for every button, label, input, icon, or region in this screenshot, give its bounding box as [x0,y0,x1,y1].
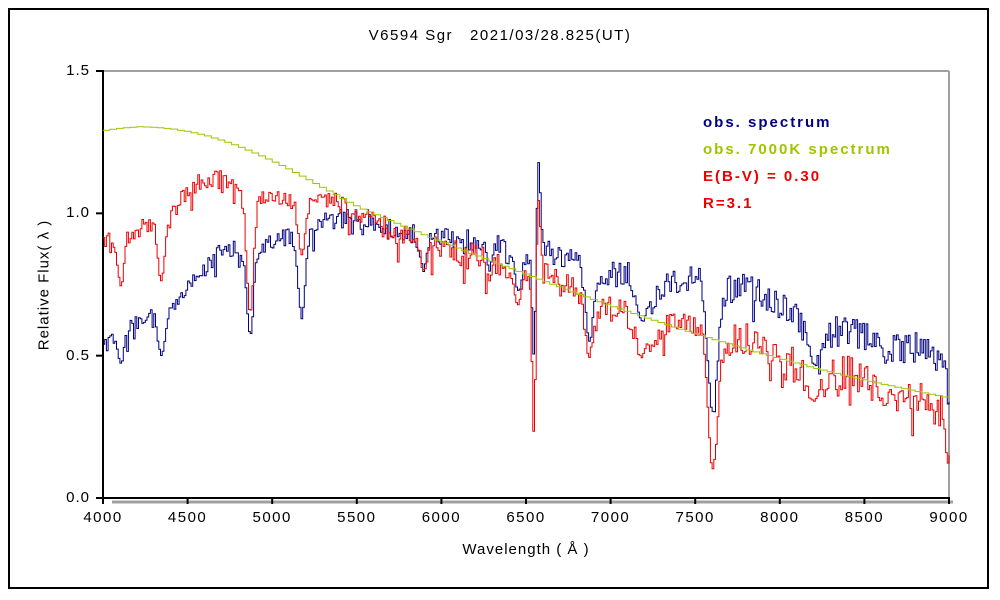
x-tick-label: 6500 [506,509,546,526]
legend-item: obs. 7000K spectrum [703,141,892,158]
x-tick-label: 9000 [929,509,969,526]
legend: obs. spectrum obs. 7000K spectrum E(B-V) =… [703,109,892,217]
x-tick-label: 6000 [421,509,462,526]
y-tick-label: 0.5 [66,346,90,364]
x-tick-label: 5500 [337,509,377,526]
x-tick-label: 8500 [844,509,885,526]
x-tick-label: 8000 [760,509,800,526]
chart-title: V6594 Sgr 2021/03/28.825(UT) [368,27,632,44]
y-tick-label: 1.0 [66,204,90,222]
x-axis-label: Wavelength ( Å ) [462,541,590,558]
legend-item: R=3.1 [703,195,754,212]
x-tick-label: 7500 [675,509,715,526]
x-tick-label: 5000 [252,509,292,526]
series-blackbody-7000k [103,126,950,399]
chart-frame [8,8,989,589]
x-tick-label: 4000 [83,509,123,526]
legend-item: E(B-V) = 0.30 [703,168,822,185]
y-axis-label: Relative Flux( λ ) [35,219,53,351]
x-tick-label: 7000 [590,509,631,526]
x-tick-label: 4500 [167,509,208,526]
legend-item: obs. spectrum [703,114,832,131]
y-tick-label: 1.5 [66,62,90,79]
y-tick-label: 0.0 [66,489,90,506]
series-obs-spectrum [103,162,950,413]
series-dereddened-spectrum [103,170,950,470]
